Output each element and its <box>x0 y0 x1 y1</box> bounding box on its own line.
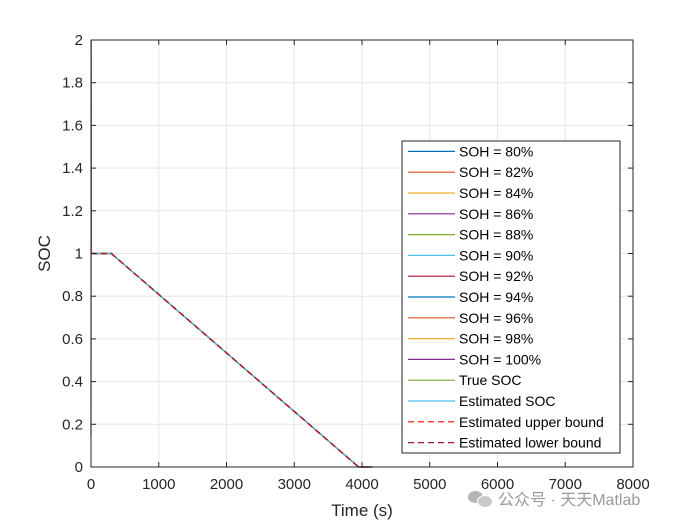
x-tick-label: 1000 <box>142 476 175 493</box>
legend: SOH = 80% SOH = 82% SOH = 84% SOH = 86% SOH … <box>401 140 621 454</box>
wechat-icon <box>468 489 493 508</box>
y-tick-label: 0.4 <box>62 374 83 391</box>
y-tick-label: 1.4 <box>62 160 83 177</box>
series-line <box>91 252 373 468</box>
x-tick-label: 0 <box>87 476 95 493</box>
legend-label: Estimated upper bound <box>459 414 604 430</box>
watermark: 公众号 · 天天Matlab <box>468 486 640 510</box>
series-line <box>91 252 373 468</box>
legend-label: SOH = 88% <box>459 227 533 243</box>
series-line <box>91 252 373 468</box>
legend-label: SOH = 82% <box>459 164 533 180</box>
legend-label: SOH = 100% <box>459 351 541 367</box>
legend-label: SOH = 84% <box>459 185 533 201</box>
y-tick-label: 0.8 <box>62 288 83 305</box>
series-line <box>91 252 373 468</box>
series-line <box>91 252 373 468</box>
legend-label: SOH = 80% <box>459 143 533 159</box>
axis-ticks: 0 1000 2000 3000 4000 5000 6000 7000 8000 0 0.2 0.4… <box>62 32 650 493</box>
legend-label: Estimated SOC <box>459 393 555 409</box>
y-tick-label: 0.6 <box>62 331 83 348</box>
x-tick-label: 6000 <box>481 476 514 493</box>
x-axis-label: Time (s) <box>331 501 393 520</box>
series-line <box>91 252 373 468</box>
series-line <box>91 252 373 468</box>
y-tick-label: 2 <box>75 32 83 49</box>
x-tick-label: 3000 <box>278 476 311 493</box>
x-tick-label: 7000 <box>549 476 582 493</box>
legend-label: SOH = 86% <box>459 206 533 222</box>
y-tick-label: 1.6 <box>62 117 83 134</box>
y-tick-label: 1.8 <box>62 75 83 92</box>
legend-label: SOH = 92% <box>459 268 533 284</box>
legend-label: Estimated lower bound <box>459 435 601 451</box>
legend-label: SOH = 98% <box>459 331 533 347</box>
y-tick-label: 0 <box>75 459 83 476</box>
legend-label: True SOC <box>459 372 522 388</box>
legend-label: SOH = 96% <box>459 310 533 326</box>
series-line <box>91 252 373 468</box>
legend-label: SOH = 90% <box>459 247 533 263</box>
series-line <box>91 252 373 468</box>
y-tick-label: 1 <box>75 246 83 263</box>
series-line <box>91 252 373 468</box>
y-axis-label: SOC <box>35 235 54 272</box>
series-line <box>91 252 373 468</box>
series-line <box>91 252 373 468</box>
x-tick-label: 5000 <box>413 476 446 493</box>
series-line <box>91 252 373 468</box>
x-tick-label: 2000 <box>210 476 243 493</box>
x-tick-label: 4000 <box>345 476 378 493</box>
y-tick-label: 1.2 <box>62 203 83 220</box>
x-tick-label: 8000 <box>616 476 649 493</box>
y-tick-label: 0.2 <box>62 416 83 433</box>
series-line <box>91 252 373 468</box>
legend-label: SOH = 94% <box>459 289 533 305</box>
watermark-text: 公众号 · 天天Matlab <box>498 492 641 509</box>
